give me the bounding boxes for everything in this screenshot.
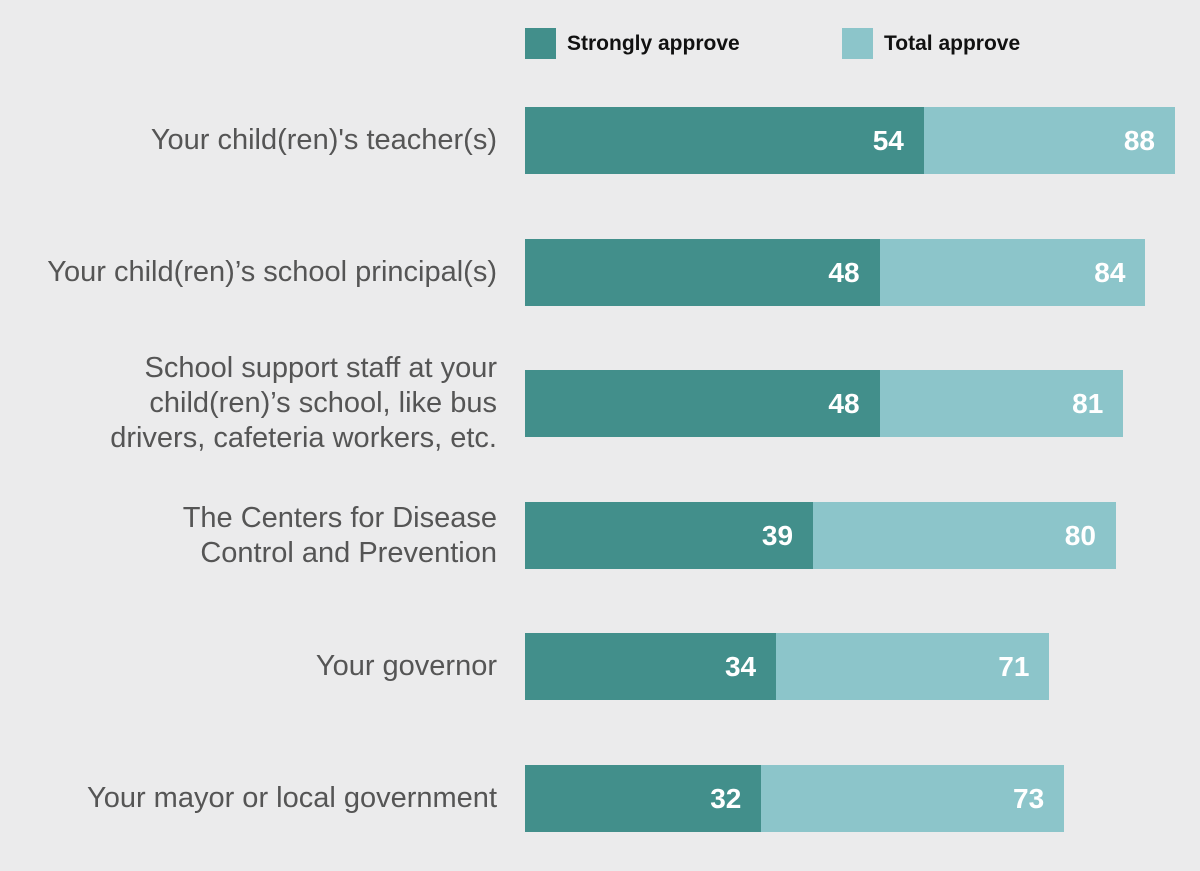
category-label: Your governor [315,650,497,682]
legend-swatch [842,28,873,59]
data-label-strongly-approve: 39 [761,520,794,551]
data-label-strongly-approve: 32 [710,783,742,814]
legend-label: Strongly approve [567,31,740,55]
category-label: The Centers for Disease Control and Preve… [182,501,497,569]
category-label: Your child(ren)'s teacher(s) [150,124,497,156]
legend-item-total-approve: Total approve [842,28,1020,59]
bar-strongly-approve [525,239,880,306]
legend-item-strongly-approve: Strongly approve [525,28,740,59]
bar-strongly-approve [525,633,777,700]
bar-strongly-approve [525,370,880,437]
data-label-strongly-approve: 34 [724,651,757,682]
legend-swatch [525,28,556,59]
data-label-total-approve: 71 [998,651,1030,682]
data-label-strongly-approve: 48 [828,257,860,288]
data-label-total-approve: 81 [1072,388,1104,419]
category-label: Your child(ren)’s school principal(s) [47,256,497,288]
bar-strongly-approve [525,502,814,569]
data-label-strongly-approve: 54 [872,125,904,156]
bar-strongly-approve [525,107,924,174]
data-label-total-approve: 84 [1094,257,1126,288]
data-label-total-approve: 88 [1123,125,1155,156]
category-label: Your mayor or local government [87,782,497,814]
data-label-total-approve: 80 [1064,520,1096,551]
legend-label: Total approve [884,31,1021,55]
data-label-strongly-approve: 48 [828,388,860,419]
data-label-total-approve: 73 [1013,783,1045,814]
bar-strongly-approve [525,765,762,832]
category-label: School support staff at your child(ren)’s… [110,352,497,454]
